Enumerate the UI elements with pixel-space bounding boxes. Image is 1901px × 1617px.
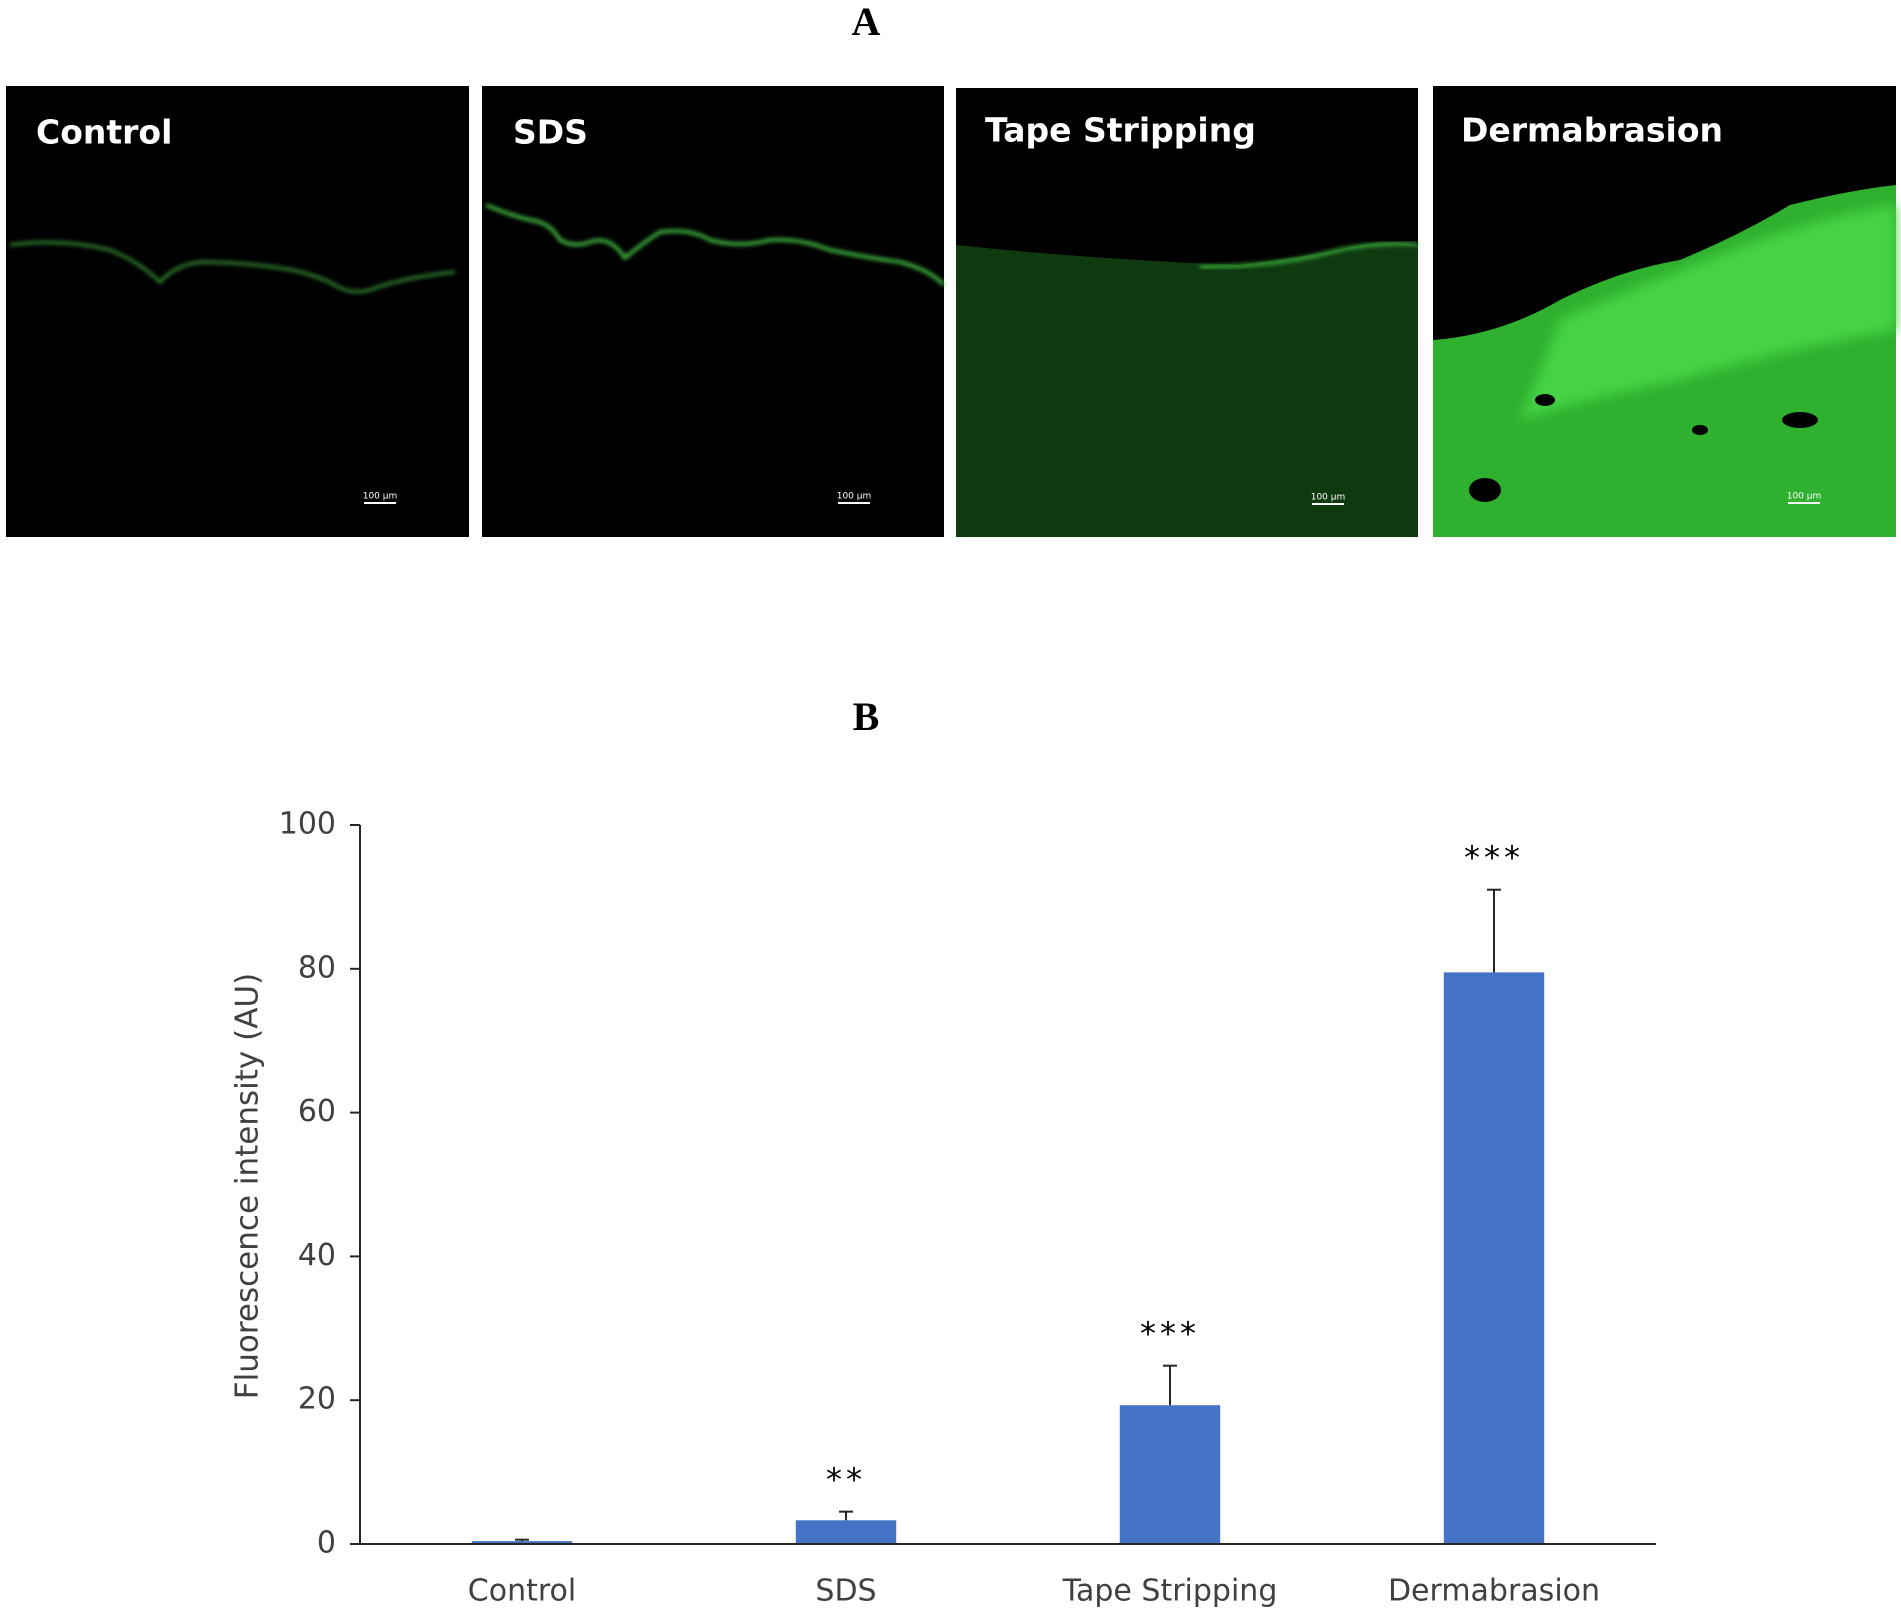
y-axis-label: Fluorescence intensity (AU) xyxy=(230,973,266,1399)
bar xyxy=(1119,1405,1221,1544)
image-label: Dermabrasion xyxy=(1461,111,1723,150)
micrograph: Tape Stripping 100 µm xyxy=(956,88,1419,537)
tissue-hole xyxy=(1782,412,1818,428)
tissue-hole xyxy=(1535,394,1555,406)
panel-label: A xyxy=(852,0,881,44)
bar xyxy=(795,1520,897,1544)
image-label: Tape Stripping xyxy=(985,111,1256,150)
fluorescence-trace xyxy=(1199,242,1419,269)
y-tick-label: 80 xyxy=(298,950,336,985)
image-label: SDS xyxy=(513,113,588,152)
bar xyxy=(471,1541,573,1544)
significance-label: *** xyxy=(1140,1315,1200,1353)
tissue-hole xyxy=(1469,478,1501,502)
micrograph: Dermabrasion 100 µm xyxy=(1433,86,1896,537)
scale-bar-label: 100 µm xyxy=(837,492,872,502)
y-tick-label: 20 xyxy=(298,1382,336,1417)
y-tick-label: 0 xyxy=(317,1526,336,1561)
tissue-bright xyxy=(1520,205,1896,420)
x-tick-label: Dermabrasion xyxy=(1388,1574,1600,1609)
image-bg xyxy=(6,86,469,537)
y-tick-label: 40 xyxy=(298,1238,336,1273)
scale-bar-label: 100 µm xyxy=(363,492,398,502)
tissue-region xyxy=(956,242,1418,537)
fluorescence-trace xyxy=(485,203,946,287)
image-label: Control xyxy=(36,113,172,152)
x-tick-label: Tape Stripping xyxy=(1062,1574,1278,1609)
y-tick-label: 60 xyxy=(298,1094,336,1129)
panel-label: B xyxy=(853,694,880,739)
image-bg xyxy=(482,86,944,537)
scale-bar-label: 100 µm xyxy=(1311,493,1346,503)
bar-chart: 0 20 40 60 80 100 Control ** SDS *** Tape Strippin… xyxy=(279,807,1656,1609)
y-tick-label: 100 xyxy=(279,807,336,842)
bar xyxy=(1443,972,1545,1544)
x-tick-label: Control xyxy=(468,1574,576,1609)
micrograph: Control 100 µm xyxy=(6,86,469,537)
fluorescence-trace xyxy=(9,241,456,293)
significance-label: *** xyxy=(1464,839,1524,877)
tissue-hole xyxy=(1692,425,1708,435)
scale-bar-label: 100 µm xyxy=(1787,492,1822,502)
micrograph: SDS 100 µm xyxy=(482,86,946,537)
significance-label: ** xyxy=(826,1461,866,1499)
x-tick-label: SDS xyxy=(815,1574,876,1609)
